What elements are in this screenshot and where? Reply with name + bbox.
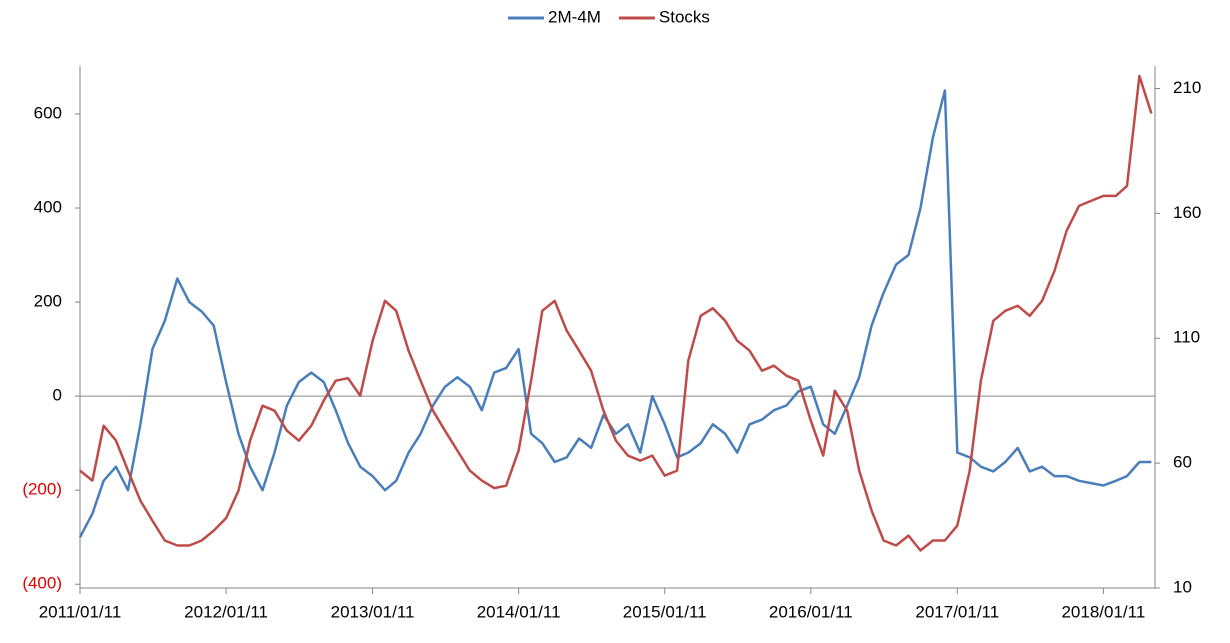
y-tick-label: 400	[34, 198, 62, 217]
y-tick-label: (200)	[22, 480, 62, 499]
y2-tick-label: 210	[1173, 78, 1201, 97]
x-tick-label: 2017/01/11	[915, 602, 999, 621]
x-tick-label: 2018/01/11	[1061, 602, 1145, 621]
y2-tick-label: 110	[1173, 328, 1200, 347]
y2-tick-label: 10	[1173, 577, 1192, 596]
x-tick-label: 2015/01/11	[623, 602, 707, 621]
legend-label: Stocks	[659, 7, 710, 26]
x-tick-label: 2014/01/11	[477, 602, 561, 621]
y2-tick-label: 60	[1173, 453, 1192, 472]
x-tick-label: 2011/01/11	[39, 602, 122, 621]
x-tick-label: 2012/01/11	[184, 602, 268, 621]
x-tick-label: 2016/01/11	[769, 602, 853, 621]
line-series	[78, 89, 1152, 538]
y-tick-label: 200	[34, 292, 62, 311]
x-tick-label: 2013/01/11	[331, 602, 415, 621]
y-tick-label: (400)	[22, 574, 62, 593]
y-tick-label: 0	[53, 386, 62, 405]
line-series	[79, 74, 1153, 552]
legend-label: 2M-4M	[548, 7, 601, 26]
y2-tick-label: 160	[1173, 203, 1201, 222]
y-tick-label: 600	[34, 103, 62, 122]
